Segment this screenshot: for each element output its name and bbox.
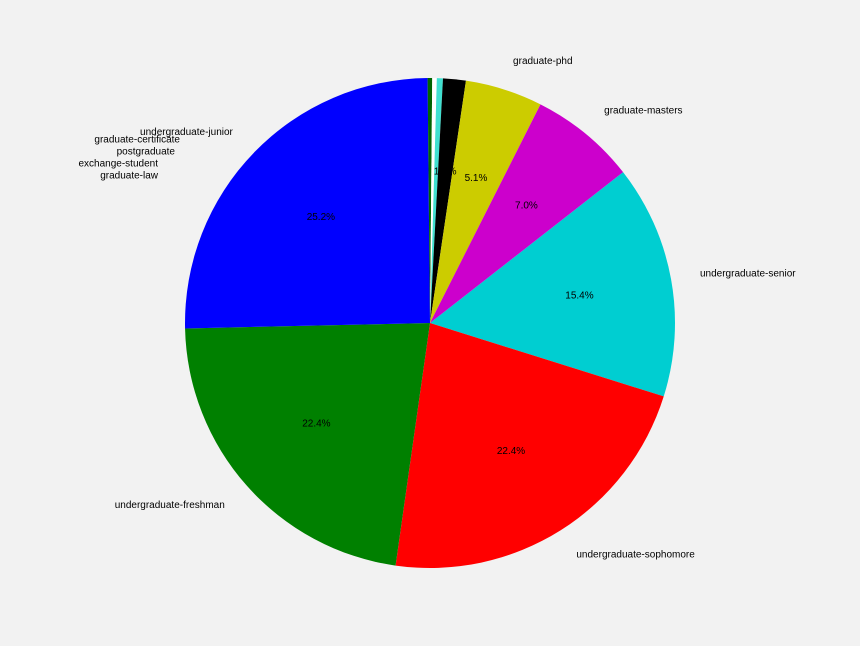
pct-label-graduate-phd: 5.1%	[465, 173, 488, 184]
label-graduate-masters: graduate-masters	[604, 106, 682, 117]
label-graduate-phd: graduate-phd	[513, 56, 573, 67]
pct-label-graduate-masters: 7.0%	[515, 200, 538, 211]
pct-label-undergraduate-junior: 25.2%	[307, 212, 335, 223]
label-undergraduate-senior: undergraduate-senior	[700, 269, 796, 280]
label-postgraduate: postgraduate	[117, 147, 176, 158]
label-undergraduate-sophomore: undergraduate-sophomore	[576, 550, 695, 561]
pct-label-undergraduate-senior: 15.4%	[565, 291, 593, 302]
pie-svg: 15.4% 22.4% 22.4% 25.2% 1.5% 5.1% 7.0% undergra…	[0, 0, 860, 646]
label-graduate-law: graduate-law	[100, 171, 159, 182]
label-undergraduate-freshman: undergraduate-freshman	[115, 500, 225, 511]
label-graduate-certificate: graduate-certificate	[94, 135, 180, 146]
pct-label-graduate-certificate: 1.5%	[434, 167, 457, 178]
pie-chart: 15.4% 22.4% 22.4% 25.2% 1.5% 5.1% 7.0% undergra…	[0, 0, 860, 646]
label-exchange-student: exchange-student	[78, 159, 158, 170]
pct-label-undergraduate-sophomore: 22.4%	[497, 446, 525, 457]
pct-label-undergraduate-freshman: 22.4%	[302, 418, 330, 429]
